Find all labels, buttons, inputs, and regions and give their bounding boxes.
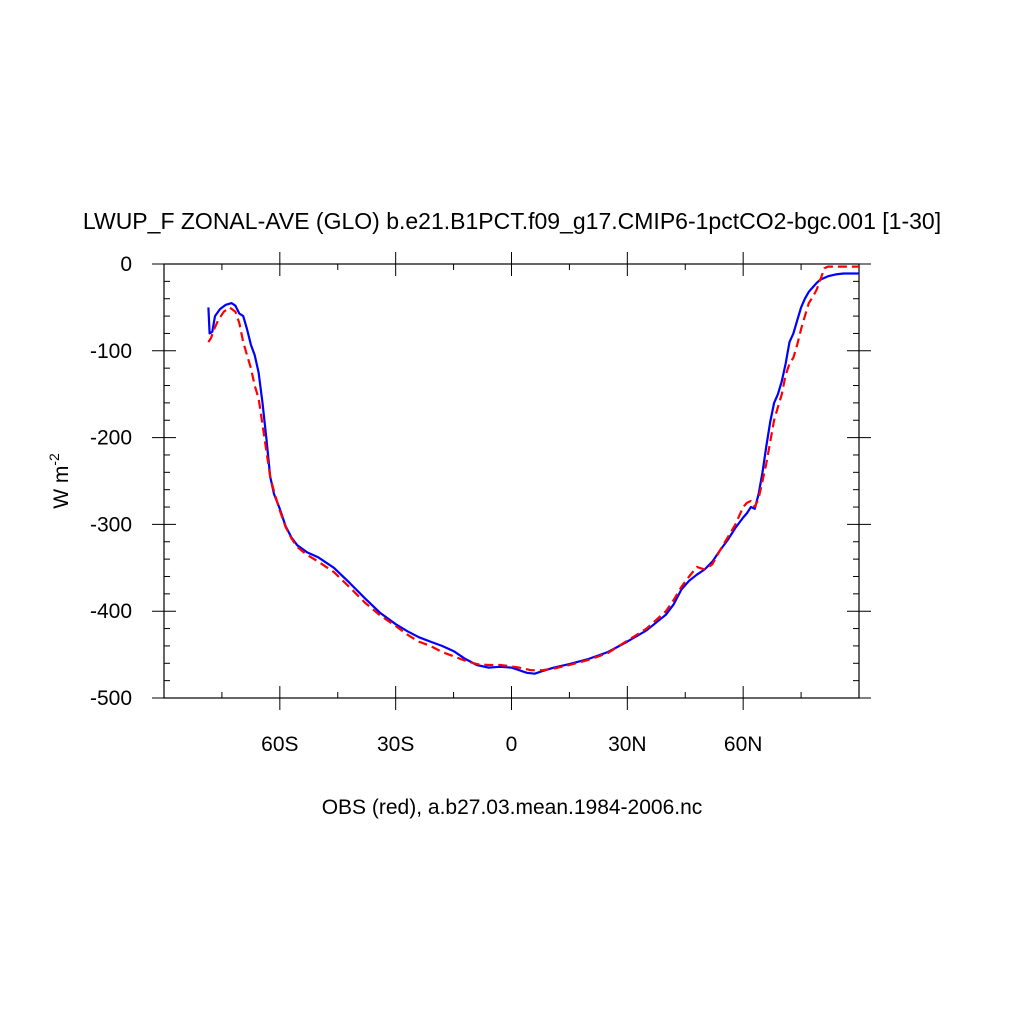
y-axis-label: W m-2 — [46, 453, 73, 509]
obs-series-line — [207, 265, 859, 672]
x-tick-label: 30N — [608, 733, 647, 756]
x-tick-labels: 60S 30S 0 30N 60N — [261, 733, 762, 756]
major-ticks — [152, 252, 871, 710]
y-axis-label-text: W m — [50, 466, 73, 509]
y-tick-label: -100 — [90, 340, 132, 363]
x-tick-label: 30S — [377, 733, 414, 756]
model-series-line — [207, 272, 859, 675]
x-axis-label: OBS (red), a.b27.03.mean.1984-2006.nc — [322, 796, 703, 819]
x-tick-label: 60N — [724, 733, 763, 756]
y-tick-label: -500 — [90, 687, 132, 710]
y-tick-label: 0 — [120, 253, 132, 276]
y-tick-label: -400 — [90, 600, 132, 623]
minor-ticks — [164, 264, 859, 698]
chart-title: LWUP_F ZONAL-AVE (GLO) b.e21.B1PCT.f09_g… — [83, 208, 941, 234]
y-axis-label-superscript: -2 — [46, 453, 62, 466]
plot-frame — [163, 263, 860, 699]
y-tick-label: -200 — [90, 427, 132, 450]
x-tick-label: 60S — [261, 733, 298, 756]
y-tick-label: -300 — [90, 513, 132, 536]
x-tick-label: 0 — [506, 733, 518, 756]
series-layer — [207, 265, 859, 675]
y-tick-labels: 0 -100 -200 -300 -400 -500 — [90, 253, 132, 710]
